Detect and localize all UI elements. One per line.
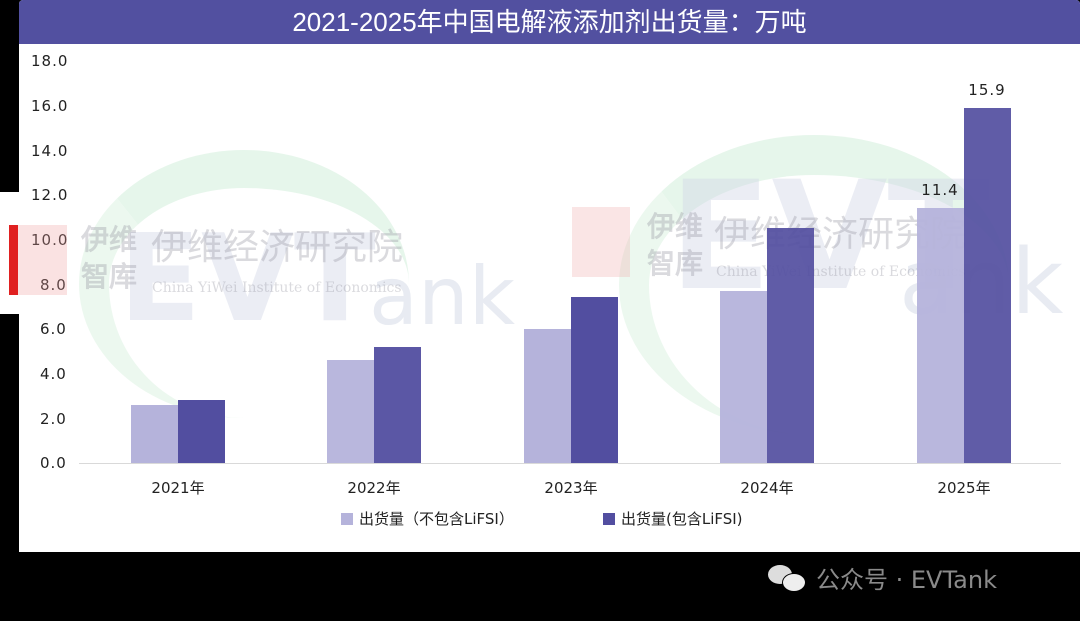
x-tick: 2025年 xyxy=(937,479,991,497)
watermark-red-block-right xyxy=(572,207,630,277)
red-logo-mark xyxy=(9,225,67,295)
y-tick: 14.0 xyxy=(31,142,69,160)
watermark-en-full: China YiWei Institute of Economics xyxy=(152,280,402,296)
legend-label: 出货量(包含LiFSI) xyxy=(621,510,743,528)
data-label-2025-incl: 15.9 xyxy=(968,81,1006,99)
x-tick: 2022年 xyxy=(347,479,401,497)
legend-label: 出货量（不包含LiFSI） xyxy=(359,510,514,528)
y-tick: 4.0 xyxy=(40,365,67,383)
bar-2024-incl xyxy=(767,228,814,463)
wechat-icon xyxy=(768,563,808,593)
watermark-cn-short-1b: 伊维 xyxy=(647,210,704,243)
watermark-cn-full: 伊维经济研究院 xyxy=(151,227,404,268)
x-tick: 2024年 xyxy=(740,479,794,497)
bar-2025-incl xyxy=(964,108,1011,463)
legend-swatch-dark xyxy=(603,512,615,525)
bar-2022-excl xyxy=(327,360,374,463)
y-tick: 8.0 xyxy=(40,276,67,294)
chart-title: 2021-2025年中国电解液添加剂出货量：万吨 xyxy=(19,0,1080,44)
y-tick: 6.0 xyxy=(40,320,67,338)
chart-panel: 2021-2025年中国电解液添加剂出货量：万吨 EVT EVT ank ank… xyxy=(19,0,1080,552)
watermark-evtank-left: EVT xyxy=(119,210,376,349)
footer-attribution: 公众号 · EVTank xyxy=(768,560,997,595)
y-tick: 0.0 xyxy=(40,454,67,472)
y-tick: 12.0 xyxy=(31,186,69,204)
y-tick: 2.0 xyxy=(40,410,67,428)
bar-2023-incl xyxy=(571,297,618,463)
bar-2023-excl xyxy=(524,329,571,463)
bar-2024-excl xyxy=(720,291,767,463)
chart-legend: 出货量（不包含LiFSI） 出货量(包含LiFSI) xyxy=(19,508,1080,532)
watermark-cn-short-1: 伊维 xyxy=(81,223,138,256)
bar-2021-excl xyxy=(131,405,178,463)
x-axis-line xyxy=(79,463,1061,464)
y-tick: 10.0 xyxy=(31,231,69,249)
legend-item-excl: 出货量（不包含LiFSI） xyxy=(341,508,514,529)
watermark-cn-short-2b: 智库 xyxy=(647,247,704,280)
y-tick: 16.0 xyxy=(31,97,69,115)
bar-2021-incl xyxy=(178,400,225,463)
bar-2025-excl xyxy=(917,208,964,463)
watermark-ank-left: ank xyxy=(369,250,516,343)
data-label-2025-excl: 11.4 xyxy=(921,181,959,199)
legend-item-incl: 出货量(包含LiFSI) xyxy=(603,508,743,529)
x-tick: 2021年 xyxy=(151,479,205,497)
bar-2022-incl xyxy=(374,347,421,463)
x-tick: 2023年 xyxy=(544,479,598,497)
footer-text: 公众号 · EVTank xyxy=(816,566,997,594)
y-tick: 18.0 xyxy=(31,52,69,70)
legend-swatch-light xyxy=(341,512,353,525)
